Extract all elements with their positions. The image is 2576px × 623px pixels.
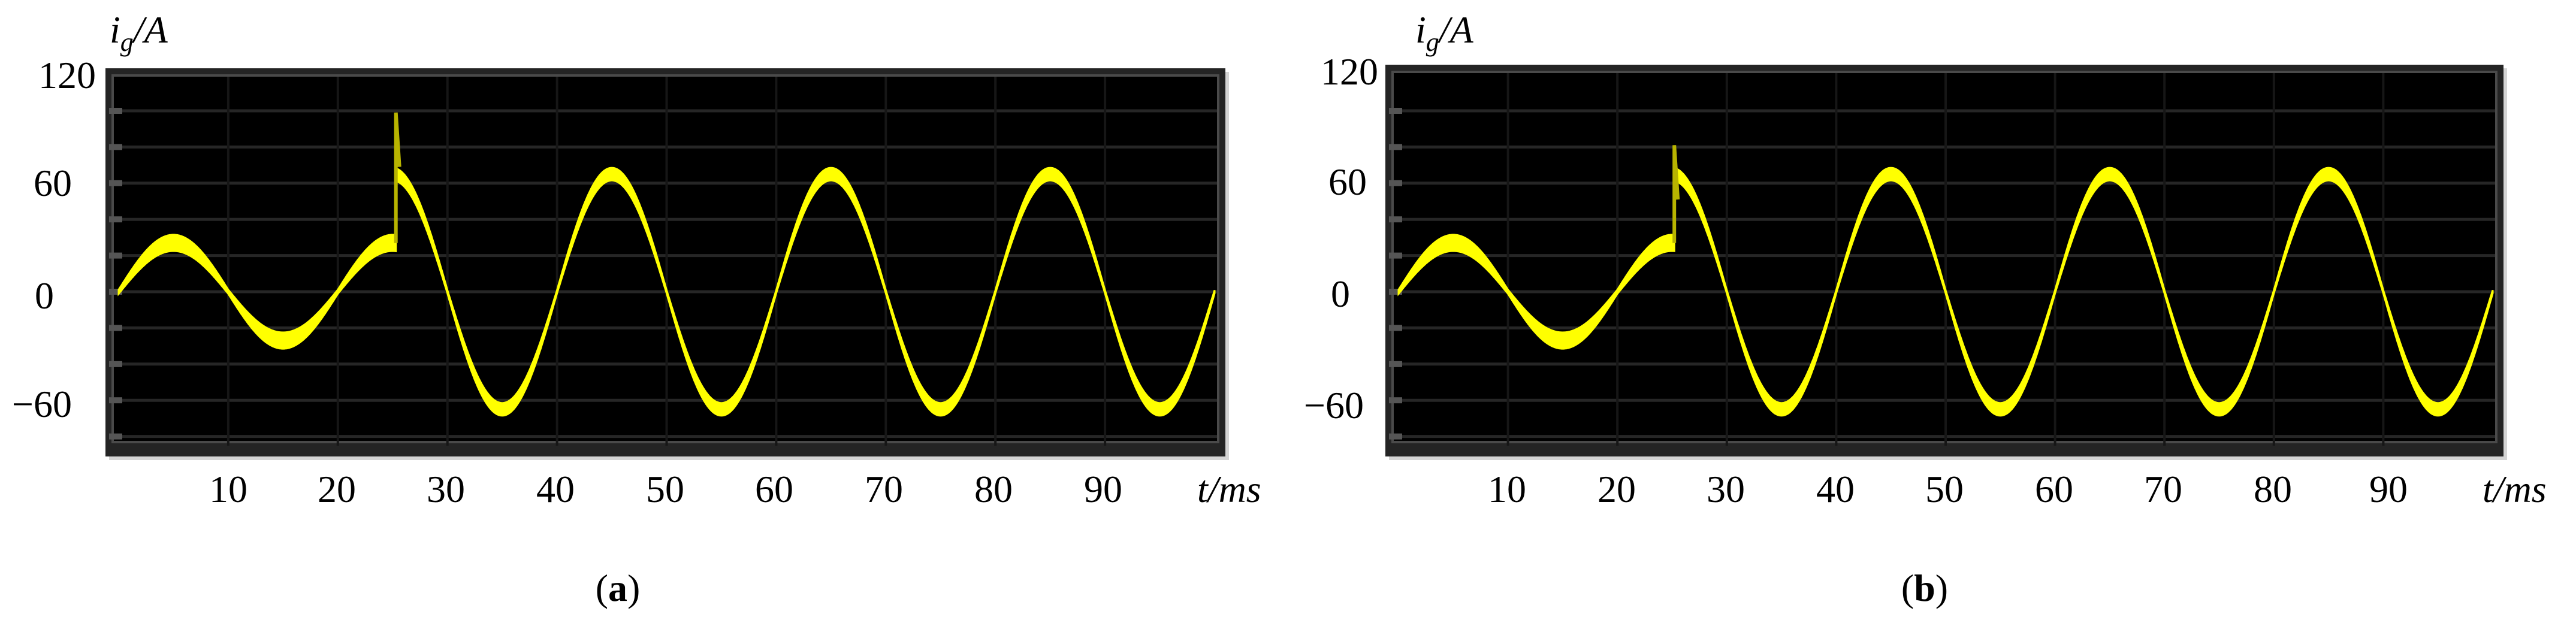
tick-mark — [109, 144, 122, 150]
tick-mark — [109, 180, 122, 186]
tick-mark — [1389, 397, 1402, 404]
tick-mark — [109, 433, 122, 440]
y-tick-label: 60 — [34, 162, 72, 204]
panel-b: ig/A 120 60 0 −60 10 20 30 40 50 60 70 8… — [1280, 0, 2576, 623]
x-tick-label: 40 — [536, 468, 575, 510]
y-tick-label: 0 — [1331, 273, 1350, 315]
x-tick-label: 30 — [1707, 468, 1745, 510]
x-tick-label: 90 — [1084, 468, 1122, 510]
y-axis-label: ig/A — [1415, 8, 1473, 57]
x-tick-label: 60 — [2035, 468, 2073, 510]
tick-mark — [1389, 433, 1402, 440]
x-tick-label: 80 — [974, 468, 1013, 510]
tick-mark — [1389, 361, 1402, 367]
tick-mark — [109, 216, 122, 223]
transient-spike — [394, 112, 401, 243]
tick-mark — [1389, 108, 1402, 114]
x-tick-label: 50 — [646, 468, 684, 510]
tick-mark — [1389, 325, 1402, 331]
tick-mark — [1389, 144, 1402, 150]
x-tick-label: 70 — [2144, 468, 2182, 510]
tick-mark — [109, 361, 122, 367]
panel-a: ig/A 120 60 0 −60 10 20 30 40 50 60 70 8… — [11, 8, 1261, 609]
y-tick-label: 0 — [35, 274, 54, 317]
y-tick-label: −60 — [1303, 384, 1364, 427]
y-tick-label: 120 — [1321, 50, 1378, 93]
x-tick-label: 20 — [1597, 468, 1636, 510]
x-tick-label: 80 — [2254, 468, 2292, 510]
waveform-plot — [109, 77, 1217, 446]
x-axis-label: t/ms — [2483, 468, 2547, 510]
current-waveform — [1397, 167, 2494, 417]
x-tick-label: 90 — [2369, 468, 2408, 510]
x-tick-label: 60 — [755, 468, 793, 510]
y-tick-label: 60 — [1328, 161, 1367, 203]
x-tick-label: 10 — [1488, 468, 1526, 510]
tick-mark — [1389, 252, 1402, 259]
tick-mark — [109, 325, 122, 331]
tick-mark — [109, 108, 122, 114]
y-tick-label: 120 — [38, 54, 96, 96]
tick-mark — [109, 252, 122, 259]
x-tick-label: 30 — [427, 468, 465, 510]
transient-spike — [1672, 145, 1680, 243]
waveform-plot — [1389, 73, 2495, 446]
tick-mark — [109, 289, 122, 295]
tick-mark — [1389, 216, 1402, 223]
x-tick-label: 20 — [318, 468, 356, 510]
panel-caption: (b) — [1901, 567, 1949, 609]
x-tick-label: 50 — [1925, 468, 1964, 510]
y-tick-label: −60 — [11, 383, 72, 425]
x-tick-label: 10 — [209, 468, 247, 510]
current-waveform — [117, 167, 1216, 417]
y-axis-label: ig/A — [110, 8, 168, 57]
tick-mark — [1389, 289, 1402, 295]
x-tick-label: 40 — [1816, 468, 1855, 510]
x-tick-label: 70 — [865, 468, 903, 510]
x-axis-label: t/ms — [1197, 468, 1261, 510]
tick-mark — [109, 397, 122, 404]
tick-mark — [1389, 180, 1402, 186]
panel-caption: (a) — [595, 567, 641, 609]
